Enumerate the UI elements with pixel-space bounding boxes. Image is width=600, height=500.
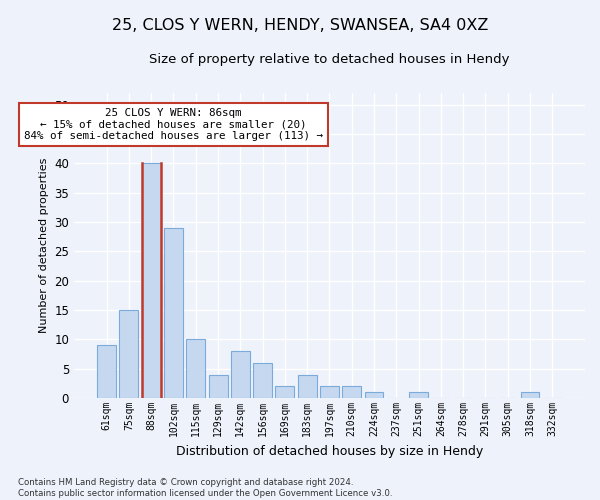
Y-axis label: Number of detached properties: Number of detached properties <box>38 158 49 334</box>
Bar <box>275 386 295 398</box>
Text: 25 CLOS Y WERN: 86sqm
← 15% of detached houses are smaller (20)
84% of semi-deta: 25 CLOS Y WERN: 86sqm ← 15% of detached … <box>24 108 323 141</box>
Bar <box>365 392 383 398</box>
Text: 25, CLOS Y WERN, HENDY, SWANSEA, SA4 0XZ: 25, CLOS Y WERN, HENDY, SWANSEA, SA4 0XZ <box>112 18 488 32</box>
Title: Size of property relative to detached houses in Hendy: Size of property relative to detached ho… <box>149 52 510 66</box>
Bar <box>521 392 539 398</box>
Bar <box>298 374 317 398</box>
Bar <box>209 374 227 398</box>
X-axis label: Distribution of detached houses by size in Hendy: Distribution of detached houses by size … <box>176 444 483 458</box>
Bar <box>409 392 428 398</box>
Bar <box>97 346 116 398</box>
Text: Contains HM Land Registry data © Crown copyright and database right 2024.
Contai: Contains HM Land Registry data © Crown c… <box>18 478 392 498</box>
Bar <box>142 164 161 398</box>
Bar <box>253 363 272 398</box>
Bar <box>231 351 250 398</box>
Bar <box>186 340 205 398</box>
Bar <box>342 386 361 398</box>
Bar <box>119 310 139 398</box>
Bar <box>320 386 339 398</box>
Bar <box>164 228 183 398</box>
